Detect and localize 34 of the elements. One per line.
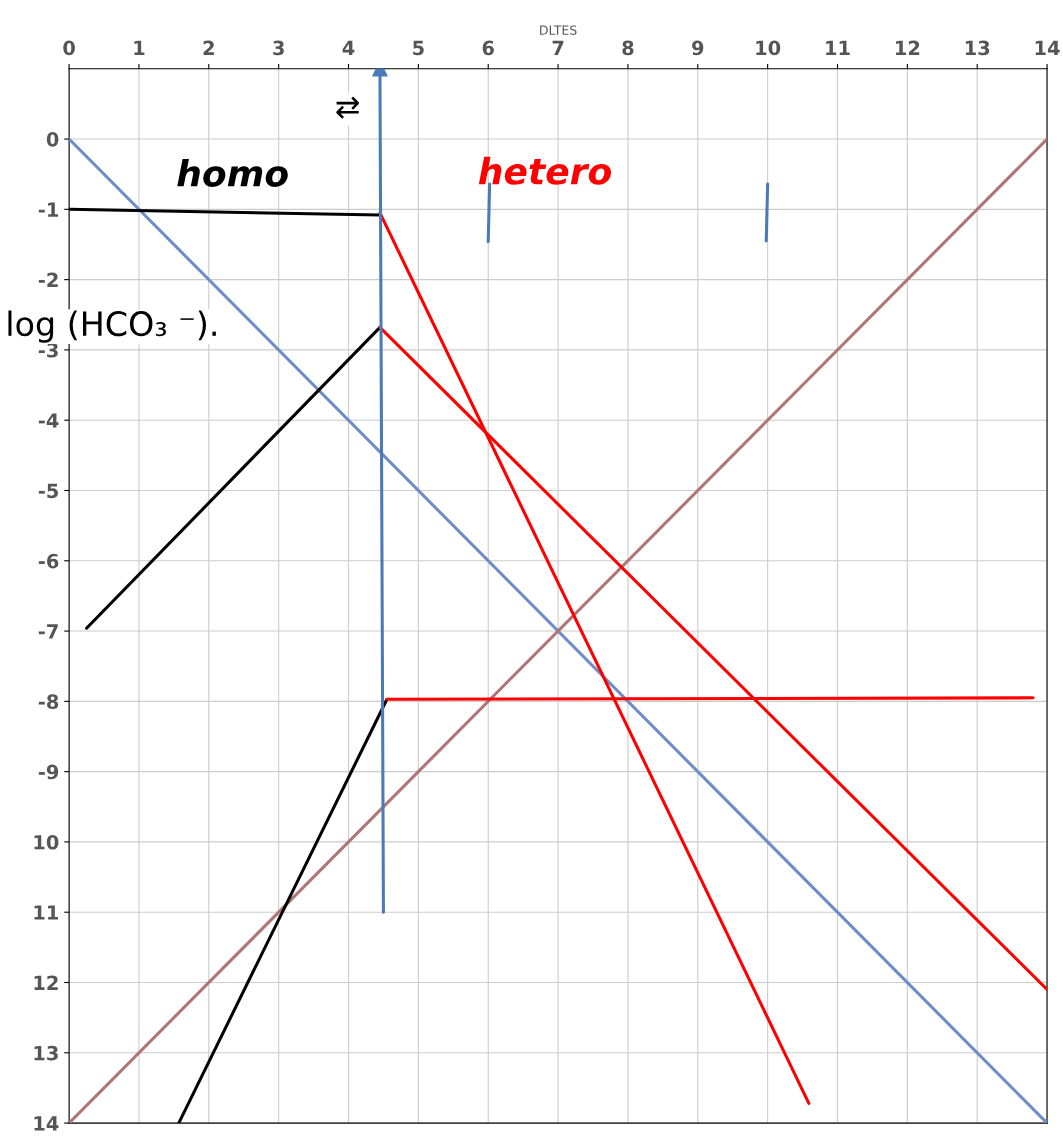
y-tick-label: 11: [34, 905, 59, 920]
y-tick-label: 12: [34, 975, 58, 990]
series-label: homo: [177, 158, 288, 187]
x-axis-title: DLTES: [540, 25, 577, 35]
y-tick-label: -4: [38, 413, 59, 428]
y-tick-label: -2: [38, 272, 58, 288]
y-tick-label: -1: [38, 202, 59, 217]
x-tick-label: 12: [896, 40, 920, 55]
x-tick-label: 5: [413, 40, 424, 56]
text: hetero: [478, 156, 612, 185]
x-tick-label: 7: [552, 40, 564, 55]
x-tick-label: 2: [203, 40, 214, 55]
y-tick-label: -6: [38, 553, 59, 569]
annotation: log (HCO₃ ⁻).: [8, 310, 216, 343]
x-tick-label: 1: [134, 40, 145, 55]
y-tick-label: 14: [34, 1116, 59, 1131]
x-tick-label: 8: [622, 40, 634, 56]
x-tick-label: 4: [342, 40, 355, 55]
x-tick-label: 13: [965, 40, 990, 56]
x-tick-label: 0: [63, 40, 75, 56]
x-tick-label: 6: [482, 40, 494, 56]
x-tick-label: 10: [756, 40, 781, 56]
x-tick-label: 3: [273, 40, 284, 56]
y-tick-label: -7: [38, 624, 58, 639]
y-tick-label: -8: [38, 694, 59, 710]
x-tick-label: 9: [692, 40, 704, 56]
y-tick-label: -9: [38, 764, 59, 780]
y-tick-label: -5: [38, 483, 59, 499]
annotation: ⇄: [336, 96, 359, 119]
x-tick-label: 11: [826, 40, 850, 55]
y-tick-label: 13: [34, 1045, 58, 1061]
y-tick-label: 10: [34, 834, 59, 850]
y-tick-label: 0: [46, 132, 59, 147]
x-tick-label: 14: [1035, 40, 1060, 55]
